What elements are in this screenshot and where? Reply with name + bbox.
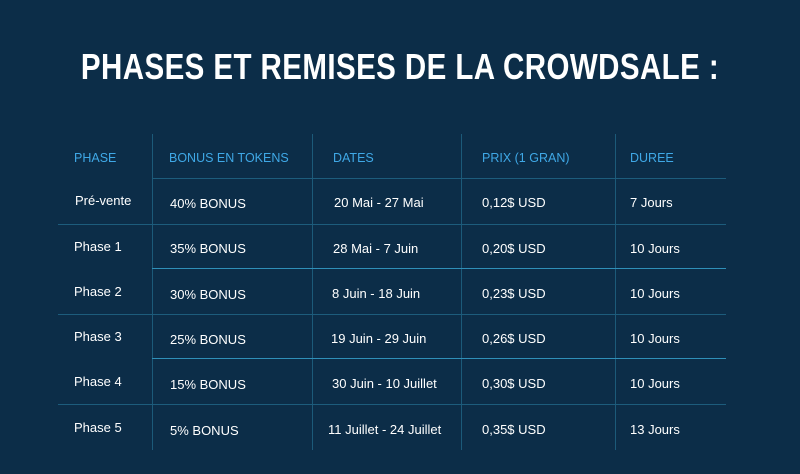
cell-dates: 20 Mai - 27 Mai — [334, 195, 424, 210]
row-divider — [152, 178, 726, 179]
cell-phase: Phase 3 — [74, 329, 122, 344]
cell-bonus: 30% BONUS — [170, 287, 246, 302]
cell-dates: 28 Mai - 7 Juin — [333, 241, 419, 256]
column-divider — [152, 134, 153, 450]
row-divider — [58, 224, 726, 225]
cell-duree: 10 Jours — [630, 331, 680, 346]
header-dates: DATES — [333, 151, 374, 165]
crowdsale-table: PHASE BONUS EN TOKENS DATES PRIX (1 GRAN… — [58, 134, 726, 450]
cell-bonus: 5% BONUS — [170, 423, 239, 438]
cell-phase: Phase 1 — [74, 239, 122, 254]
cell-bonus: 35% BONUS — [170, 241, 246, 256]
row-divider — [58, 404, 726, 405]
cell-duree: 13 Jours — [630, 422, 680, 437]
cell-phase: Pré-vente — [75, 193, 132, 208]
cell-bonus: 15% BONUS — [170, 377, 246, 392]
row-divider — [152, 268, 726, 269]
cell-prix: 0,35$ USD — [482, 422, 546, 437]
cell-bonus: 25% BONUS — [170, 332, 246, 347]
cell-duree: 10 Jours — [630, 286, 680, 301]
column-divider — [312, 134, 313, 450]
cell-duree: 7 Jours — [630, 195, 673, 210]
cell-prix: 0,23$ USD — [482, 286, 546, 301]
cell-dates: 11 Juillet - 24 Juillet — [328, 422, 442, 437]
cell-duree: 10 Jours — [630, 241, 680, 256]
cell-duree: 10 Jours — [630, 376, 680, 391]
row-divider — [58, 314, 726, 315]
column-divider — [615, 134, 616, 450]
cell-phase: Phase 2 — [74, 284, 122, 299]
cell-dates: 8 Juin - 18 Juin — [332, 286, 421, 301]
cell-phase: Phase 5 — [74, 420, 122, 435]
cell-prix: 0,26$ USD — [482, 331, 546, 346]
header-phase: PHASE — [74, 151, 117, 165]
cell-phase: Phase 4 — [74, 374, 122, 389]
header-duree: DUREE — [630, 151, 674, 165]
page-title: PHASES ET REMISES DE LA CROWDSALE : — [80, 46, 720, 87]
column-divider — [461, 134, 462, 450]
header-prix: PRIX (1 GRAN) — [482, 151, 570, 165]
cell-bonus: 40% BONUS — [170, 196, 246, 211]
cell-prix: 0,30$ USD — [482, 376, 546, 391]
cell-prix: 0,20$ USD — [482, 241, 546, 256]
header-bonus: BONUS EN TOKENS — [169, 151, 289, 165]
cell-dates: 30 Juin - 10 Juillet — [332, 376, 437, 391]
row-divider — [152, 358, 726, 359]
cell-prix: 0,12$ USD — [482, 195, 546, 210]
cell-dates: 19 Juin - 29 Juin — [331, 331, 427, 346]
